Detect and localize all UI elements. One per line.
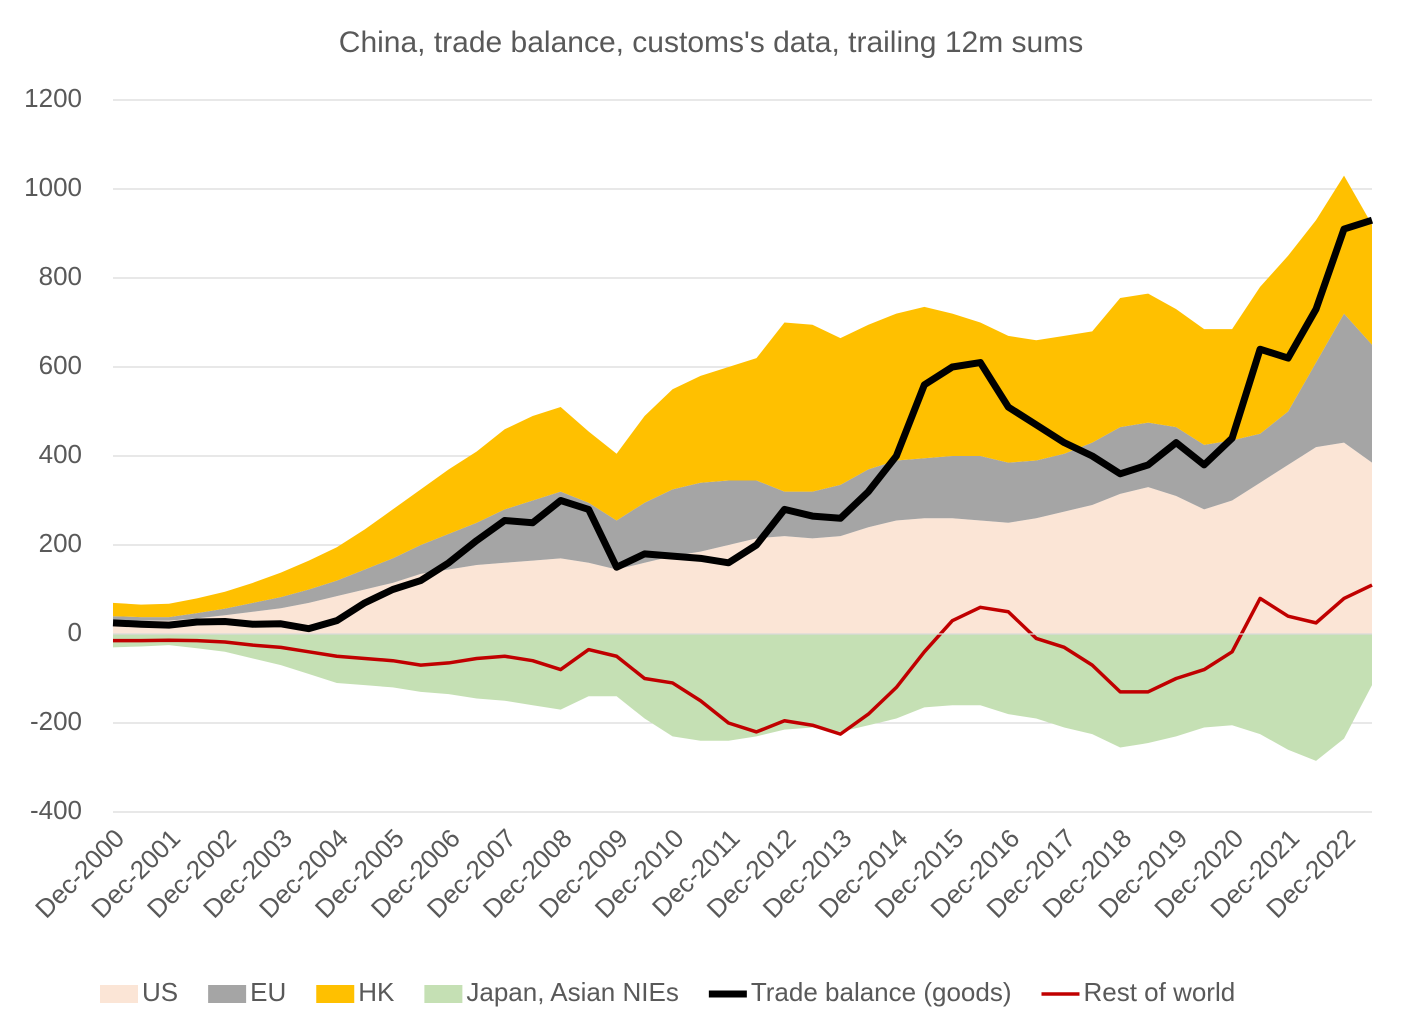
legend-label: Rest of world <box>1083 977 1235 1007</box>
area <box>113 175 1372 618</box>
line <box>113 583 1373 736</box>
legend-label: US <box>142 977 178 1007</box>
y-tick-label: 1200 <box>24 83 82 113</box>
areas <box>113 175 1372 761</box>
y-tick-label: 400 <box>39 439 82 469</box>
legend-swatch <box>100 985 138 1003</box>
legend-label: Trade balance (goods) <box>751 977 1012 1007</box>
lines <box>112 216 1374 736</box>
y-tick-label: 800 <box>39 261 82 291</box>
legend-label: Japan, Asian NIEs <box>466 977 678 1007</box>
y-tick-label: -200 <box>30 706 82 736</box>
y-tick-label: 1000 <box>24 172 82 202</box>
legend-swatch <box>208 985 247 1003</box>
chart-title: China, trade balance, customs's data, tr… <box>339 26 1083 59</box>
legend-swatch <box>424 985 463 1003</box>
area <box>113 313 1372 621</box>
y-tick-label: -400 <box>30 795 82 825</box>
legend-swatch <box>316 985 355 1003</box>
line <box>112 216 1374 633</box>
legend-label: HK <box>358 977 395 1007</box>
area <box>113 634 1372 761</box>
y-tick-label: 600 <box>39 350 82 380</box>
y-tick-label: 0 <box>68 617 82 647</box>
area <box>113 442 1372 634</box>
legend-label: EU <box>250 977 286 1007</box>
y-tick-label: 200 <box>39 528 82 558</box>
